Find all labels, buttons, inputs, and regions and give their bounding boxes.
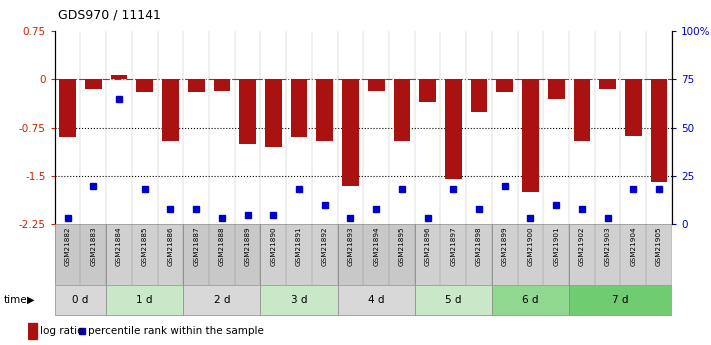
Text: GSM21901: GSM21901 bbox=[553, 226, 559, 266]
Text: GSM21897: GSM21897 bbox=[450, 226, 456, 266]
Text: GSM21886: GSM21886 bbox=[168, 226, 173, 266]
Bar bbox=[162, 79, 179, 140]
Text: 1 d: 1 d bbox=[137, 295, 153, 305]
Text: GSM21893: GSM21893 bbox=[348, 226, 353, 266]
Text: GSM21889: GSM21889 bbox=[245, 226, 250, 266]
Bar bbox=[137, 79, 153, 92]
Bar bbox=[260, 224, 338, 285]
Text: GSM21892: GSM21892 bbox=[322, 226, 328, 266]
Bar bbox=[106, 224, 183, 285]
Bar bbox=[445, 79, 461, 179]
Bar bbox=[342, 79, 359, 186]
Bar bbox=[265, 79, 282, 147]
Bar bbox=[569, 224, 672, 285]
Text: GSM21883: GSM21883 bbox=[90, 226, 96, 266]
Text: log ratio: log ratio bbox=[40, 326, 83, 336]
Bar bbox=[625, 79, 642, 136]
Bar bbox=[522, 79, 539, 192]
Text: GSM21896: GSM21896 bbox=[424, 226, 431, 266]
Text: GDS970 / 11141: GDS970 / 11141 bbox=[58, 9, 161, 22]
Bar bbox=[415, 285, 492, 315]
Bar bbox=[85, 79, 102, 89]
Text: GSM21891: GSM21891 bbox=[296, 226, 302, 266]
Text: 3 d: 3 d bbox=[291, 295, 307, 305]
Bar bbox=[492, 285, 569, 315]
Text: GSM21898: GSM21898 bbox=[476, 226, 482, 266]
Text: ▶: ▶ bbox=[27, 295, 35, 305]
Bar bbox=[183, 224, 260, 285]
Bar bbox=[569, 285, 672, 315]
Bar bbox=[59, 79, 76, 137]
Bar bbox=[415, 224, 492, 285]
Text: GSM21890: GSM21890 bbox=[270, 226, 277, 266]
Text: GSM21900: GSM21900 bbox=[528, 226, 533, 266]
Bar bbox=[106, 285, 183, 315]
Bar bbox=[599, 79, 616, 89]
Bar bbox=[188, 79, 205, 92]
Text: GSM21884: GSM21884 bbox=[116, 226, 122, 266]
Text: GSM21887: GSM21887 bbox=[193, 226, 199, 266]
Text: percentile rank within the sample: percentile rank within the sample bbox=[87, 326, 264, 336]
Bar bbox=[183, 285, 260, 315]
Bar bbox=[291, 79, 307, 137]
Bar bbox=[496, 79, 513, 92]
Bar bbox=[55, 224, 106, 285]
Bar bbox=[55, 285, 106, 315]
Bar bbox=[471, 79, 488, 111]
Text: 6 d: 6 d bbox=[522, 295, 539, 305]
Text: GSM21905: GSM21905 bbox=[656, 226, 662, 266]
Text: GSM21882: GSM21882 bbox=[65, 226, 70, 266]
Bar bbox=[111, 75, 127, 79]
Text: 4 d: 4 d bbox=[368, 295, 385, 305]
Text: 2 d: 2 d bbox=[213, 295, 230, 305]
Text: GSM21895: GSM21895 bbox=[399, 226, 405, 266]
Text: GSM21903: GSM21903 bbox=[604, 226, 611, 266]
Bar bbox=[547, 79, 565, 99]
Bar bbox=[338, 224, 415, 285]
Bar bbox=[368, 79, 385, 91]
Text: GSM21899: GSM21899 bbox=[502, 226, 508, 266]
Bar bbox=[260, 285, 338, 315]
Text: 0 d: 0 d bbox=[73, 295, 89, 305]
Bar bbox=[316, 79, 333, 140]
Bar bbox=[28, 323, 37, 339]
Text: GSM21888: GSM21888 bbox=[219, 226, 225, 266]
Text: 7 d: 7 d bbox=[612, 295, 629, 305]
Bar bbox=[239, 79, 256, 144]
Bar bbox=[393, 79, 410, 140]
Bar bbox=[492, 224, 569, 285]
Text: GSM21904: GSM21904 bbox=[631, 226, 636, 266]
Bar bbox=[213, 79, 230, 91]
Bar bbox=[419, 79, 436, 102]
Bar bbox=[338, 285, 415, 315]
Text: 5 d: 5 d bbox=[445, 295, 461, 305]
Text: time: time bbox=[4, 295, 27, 305]
Bar bbox=[574, 79, 590, 140]
Text: GSM21885: GSM21885 bbox=[141, 226, 148, 266]
Text: GSM21902: GSM21902 bbox=[579, 226, 585, 266]
Bar bbox=[651, 79, 668, 183]
Text: GSM21894: GSM21894 bbox=[373, 226, 379, 266]
